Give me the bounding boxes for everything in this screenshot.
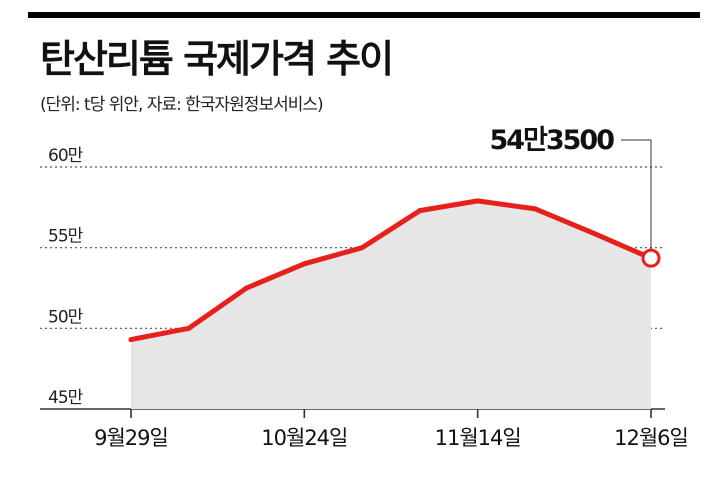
chart-subtitle: (단위: t당 위안, 자료: 한국자원정보서비스) bbox=[40, 95, 324, 115]
y-tick-label: 50만 bbox=[48, 307, 84, 327]
data-point bbox=[590, 230, 596, 236]
data-point bbox=[417, 208, 423, 214]
latest-value-label: 54만3500 bbox=[489, 125, 614, 156]
x-tick-label: 10월24일 bbox=[261, 426, 347, 450]
data-point bbox=[475, 198, 481, 204]
callout-layer: 54만3500 bbox=[489, 125, 661, 268]
y-tick-label: 45만 bbox=[48, 388, 84, 408]
x-tick-label: 11월14일 bbox=[435, 426, 521, 450]
data-point bbox=[532, 206, 538, 212]
data-point bbox=[128, 337, 134, 343]
y-tick-label: 60만 bbox=[48, 146, 84, 166]
y-tick-layer: 45만 50만 55만 60만 bbox=[48, 146, 85, 408]
data-point bbox=[359, 245, 365, 251]
line-layer bbox=[128, 198, 654, 343]
area-fill bbox=[131, 200, 651, 409]
y-tick-label: 55만 bbox=[48, 227, 84, 247]
title-bar bbox=[28, 12, 700, 18]
data-point bbox=[244, 285, 250, 291]
data-point bbox=[301, 261, 307, 267]
latest-point-marker bbox=[641, 248, 661, 268]
x-tick-label: 9월29일 bbox=[94, 426, 168, 450]
price-line bbox=[128, 198, 654, 343]
x-tick-label: 12월6일 bbox=[614, 426, 688, 450]
data-point bbox=[186, 325, 192, 331]
area-layer bbox=[131, 200, 651, 409]
x-tick-layer: 9월29일 10월24일 11월14일 12월6일 bbox=[94, 409, 689, 450]
callout-leader bbox=[621, 139, 652, 250]
chart-title: 탄산리튬 국제가격 추이 bbox=[40, 37, 394, 81]
